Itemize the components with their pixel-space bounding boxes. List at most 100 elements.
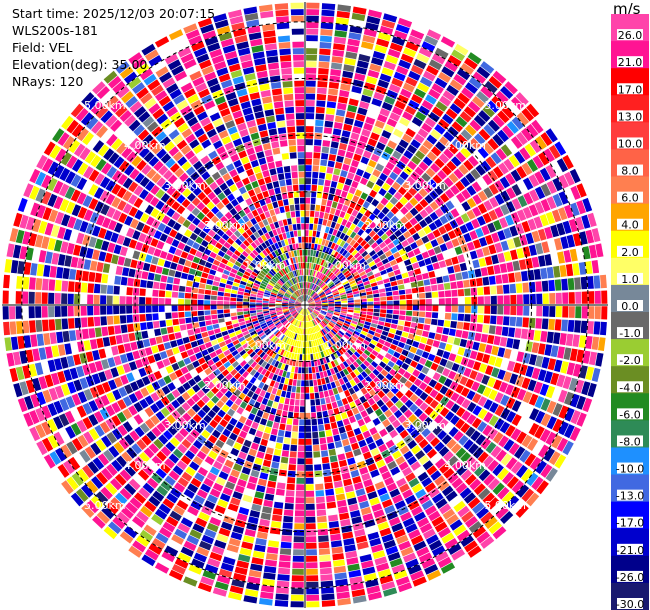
velocity-gate bbox=[305, 458, 313, 465]
velocity-gate bbox=[260, 322, 267, 327]
velocity-gate bbox=[309, 314, 313, 320]
velocity-gate bbox=[270, 335, 277, 342]
velocity-gate bbox=[351, 249, 358, 256]
velocity-gate bbox=[480, 61, 495, 74]
velocity-gate bbox=[156, 360, 165, 370]
velocity-gate bbox=[129, 101, 143, 113]
velocity-gate bbox=[399, 483, 410, 493]
velocity-gate bbox=[69, 230, 79, 243]
velocity-gate bbox=[487, 377, 496, 388]
velocity-gate bbox=[254, 544, 266, 553]
velocity-gate bbox=[336, 182, 344, 190]
velocity-gate bbox=[351, 421, 359, 430]
velocity-gate bbox=[140, 92, 153, 105]
velocity-gate bbox=[289, 298, 296, 302]
velocity-gate bbox=[430, 470, 442, 481]
velocity-gate bbox=[211, 405, 221, 414]
velocity-gate bbox=[219, 493, 231, 502]
velocity-gate bbox=[93, 187, 104, 199]
velocity-gate bbox=[378, 157, 388, 167]
velocity-gate bbox=[485, 156, 497, 169]
velocity-gate bbox=[105, 482, 118, 495]
velocity-gate bbox=[316, 198, 322, 205]
velocity-gate bbox=[290, 325, 295, 332]
velocity-gate bbox=[250, 315, 258, 320]
velocity-gate bbox=[406, 176, 416, 186]
velocity-gate bbox=[62, 267, 70, 280]
velocity-gate bbox=[91, 373, 101, 385]
velocity-gate bbox=[367, 463, 378, 472]
velocity-gate bbox=[4, 337, 12, 351]
velocity-gate bbox=[97, 144, 110, 157]
velocity-gate bbox=[315, 119, 324, 127]
velocity-gate bbox=[234, 250, 241, 257]
velocity-gate bbox=[362, 430, 371, 439]
velocity-gate bbox=[172, 284, 179, 292]
velocity-gate bbox=[172, 421, 183, 431]
velocity-gate bbox=[399, 294, 406, 300]
velocity-gate bbox=[266, 420, 274, 428]
velocity-gate bbox=[353, 226, 361, 234]
velocity-gate bbox=[370, 447, 380, 457]
velocity-gate bbox=[17, 197, 28, 213]
velocity-gate bbox=[393, 71, 406, 82]
velocity-gate bbox=[399, 445, 410, 455]
velocity-gate bbox=[196, 211, 205, 221]
velocity-gate bbox=[306, 2, 320, 9]
velocity-gate bbox=[9, 275, 17, 289]
velocity-gate bbox=[36, 440, 48, 456]
velocity-gate bbox=[562, 376, 572, 390]
velocity-gate bbox=[41, 437, 54, 452]
velocity-gate bbox=[333, 168, 341, 176]
velocity-gate bbox=[209, 351, 217, 359]
velocity-gate bbox=[320, 321, 326, 327]
velocity-gate bbox=[353, 369, 360, 376]
velocity-gate bbox=[421, 558, 436, 569]
velocity-gate bbox=[246, 322, 253, 327]
velocity-gate bbox=[119, 66, 134, 79]
velocity-gate bbox=[455, 329, 463, 338]
velocity-gate bbox=[455, 418, 465, 430]
velocity-gate bbox=[316, 279, 321, 286]
velocity-gate bbox=[314, 326, 319, 332]
velocity-gate bbox=[278, 333, 284, 340]
velocity-gate bbox=[211, 264, 218, 271]
velocity-gate bbox=[308, 307, 314, 311]
velocity-gate bbox=[382, 357, 390, 364]
velocity-gate bbox=[246, 220, 253, 228]
velocity-gate bbox=[60, 152, 72, 166]
velocity-gate bbox=[306, 308, 310, 314]
velocity-gate bbox=[494, 418, 505, 430]
velocity-gate bbox=[150, 184, 160, 195]
velocity-gate bbox=[200, 277, 207, 284]
velocity-gate bbox=[228, 245, 236, 253]
velocity-gate bbox=[100, 295, 107, 305]
velocity-gate bbox=[48, 209, 59, 223]
velocity-gate bbox=[176, 460, 188, 471]
velocity-gate bbox=[526, 123, 539, 138]
velocity-gate bbox=[500, 408, 511, 420]
velocity-gate bbox=[585, 335, 593, 349]
velocity-gate bbox=[178, 298, 185, 305]
velocity-gate bbox=[235, 330, 242, 336]
velocity-gate bbox=[354, 413, 363, 421]
velocity-gate bbox=[380, 233, 389, 241]
velocity-gate bbox=[68, 139, 81, 154]
velocity-gate bbox=[221, 330, 229, 337]
velocity-gate bbox=[342, 361, 349, 368]
velocity-gate bbox=[278, 314, 284, 319]
velocity-gate bbox=[315, 278, 320, 285]
velocity-gate bbox=[168, 269, 176, 277]
velocity-gate bbox=[152, 289, 159, 297]
velocity-gate bbox=[368, 274, 375, 280]
velocity-gate bbox=[288, 464, 296, 471]
velocity-gate bbox=[343, 157, 352, 165]
velocity-gate bbox=[415, 348, 424, 357]
velocity-gate bbox=[213, 414, 222, 424]
velocity-gate bbox=[313, 326, 317, 333]
velocity-gate bbox=[591, 260, 600, 274]
velocity-gate bbox=[217, 300, 224, 305]
velocity-gate bbox=[111, 196, 121, 208]
velocity-gate bbox=[3, 274, 10, 289]
velocity-gate bbox=[327, 324, 333, 329]
